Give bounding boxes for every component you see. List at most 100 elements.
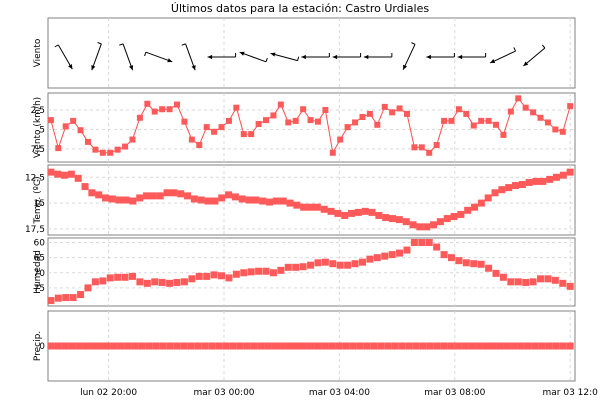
y-tick-label: 75 [34,284,45,294]
data-point [545,342,553,350]
data-point [271,342,279,350]
data-point [69,294,77,302]
data-point [382,214,390,222]
data-point [441,117,448,124]
data-point [188,136,195,143]
data-point [266,198,274,206]
data-point [138,342,146,350]
data-point [114,146,121,153]
data-point [99,277,107,285]
data-point [84,138,91,145]
data-point [448,117,455,124]
data-point [454,342,462,350]
wind-arrow [239,51,268,63]
wind-arrow [426,53,455,60]
data-point [91,278,99,286]
data-point [337,136,344,143]
data-point [300,106,307,113]
data-point [247,268,255,276]
data-point [344,124,351,131]
data-point [96,342,104,350]
data-point [522,278,530,286]
y-axis-label: Precip. [33,331,43,361]
data-point [410,239,418,247]
data-point [82,342,90,350]
data-point [396,105,403,112]
data-point [88,189,96,197]
data-point [402,218,410,226]
data-point [62,294,70,302]
data-point [166,106,173,113]
data-point [389,215,397,223]
data-point [203,124,210,131]
data-point [129,136,136,143]
data-point [128,272,136,280]
data-point [286,199,294,207]
data-point [54,342,62,350]
data-point [321,258,329,266]
data-point [95,191,103,199]
data-point [240,269,248,277]
data-point [381,103,388,110]
data-point [225,117,232,124]
data-point [395,216,403,224]
panels: Viento Viento (km/h)7,5 5 2,5 Temp. (ºC)17,5… [25,17,576,382]
data-point [322,107,329,113]
data-point [440,251,448,259]
data-point [158,278,166,286]
data-point [117,342,125,350]
data-point [447,342,455,350]
data-point [419,342,427,350]
x-tick-label: mar 03 00:00 [193,388,254,398]
data-point [255,121,262,127]
data-point [124,342,132,350]
panel-frame [47,237,576,307]
x-tick-label: lun 02 20:00 [80,388,137,398]
data-point [210,271,218,279]
data-point [485,264,493,272]
data-point [512,182,520,190]
data-point [272,197,280,205]
data-point [257,342,265,350]
wind-arrow [207,53,237,60]
data-point [108,195,116,203]
data-point [307,261,315,269]
data-point [151,278,159,286]
wind-arrow [54,44,73,70]
data-point [329,260,337,268]
data-point [507,278,515,286]
data-point [475,342,483,350]
data-point [566,342,574,350]
data-point [433,142,440,148]
data-point [292,117,299,124]
data-point [264,342,272,350]
data-point [433,342,441,350]
data-point [203,272,211,280]
data-point [491,189,499,197]
data-point [106,274,114,282]
data-point [373,254,381,262]
data-point [389,109,396,116]
data-point [443,215,451,223]
data-point [351,260,359,268]
data-point [129,197,137,205]
data-point [484,194,492,202]
data-point [358,258,366,266]
data-point [514,278,522,286]
panel-direction: Viento [33,17,576,89]
data-point [418,239,426,247]
data-point [252,196,260,204]
data-point [143,279,151,287]
data-point [349,342,357,350]
wind-arrow [144,51,173,63]
data-point [525,178,533,186]
data-point [529,278,537,286]
data-point [236,342,244,350]
data-point [61,342,69,350]
data-point [539,177,547,185]
data-point [433,243,441,251]
data-point [314,342,322,350]
data-point [110,342,118,350]
data-point [485,117,492,124]
